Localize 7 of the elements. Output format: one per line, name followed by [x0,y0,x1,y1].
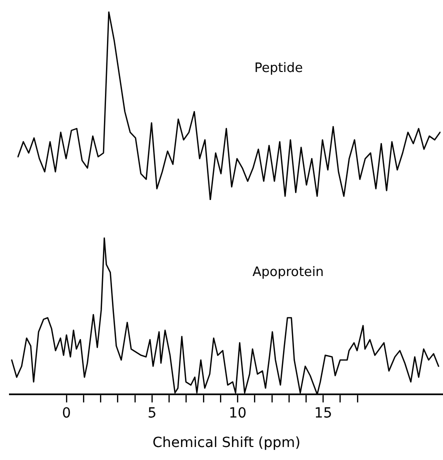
x-tick-label: 0 [62,405,71,422]
x-tick-label: 5 [148,405,157,422]
x-tick-label: 10 [228,405,247,422]
text: Apoprotein [252,264,324,280]
x-axis-title: Chemical Shift (ppm) [152,435,301,452]
text: Peptide [254,60,303,76]
x-tick-label: 15 [314,405,332,422]
